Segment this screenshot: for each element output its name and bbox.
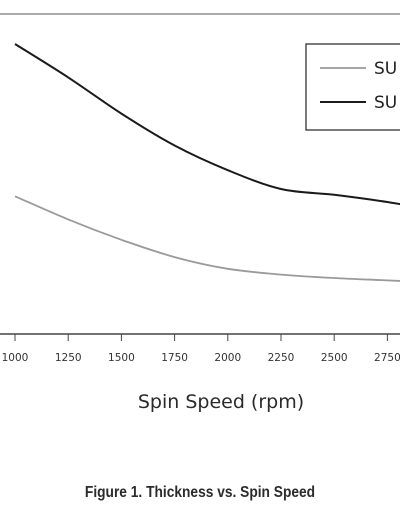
legend: SU SU: [305, 43, 400, 131]
x-tick-label-1750: 1750: [161, 352, 188, 364]
x-tick-label-2250: 2250: [268, 352, 295, 364]
x-tick-label-1250: 1250: [55, 352, 82, 364]
figure-caption: Figure 1. Thickness vs. Spin Speed: [84, 484, 316, 501]
x-axis-tick-labels: 1000 1250 1500 1750 2000 2250 2500 2750: [2, 352, 400, 364]
legend-label-1: SU: [374, 59, 397, 79]
legend-label-2: SU: [374, 93, 397, 113]
legend-box: [305, 43, 400, 131]
series-line-2: [14, 43, 400, 206]
x-axis-ticks: [14, 334, 388, 341]
x-tick-label-1000: 1000: [2, 352, 29, 364]
x-tick-label-2500: 2500: [321, 352, 348, 364]
series-line-1: [14, 195, 400, 282]
x-tick-label-2000: 2000: [214, 352, 241, 364]
x-tick-label-1500: 1500: [108, 352, 135, 364]
x-tick-label-2750: 2750: [374, 352, 400, 364]
plot-frame: [0, 13, 400, 335]
x-axis-title: Spin Speed (rpm): [138, 391, 304, 413]
series-lines: [14, 43, 400, 282]
